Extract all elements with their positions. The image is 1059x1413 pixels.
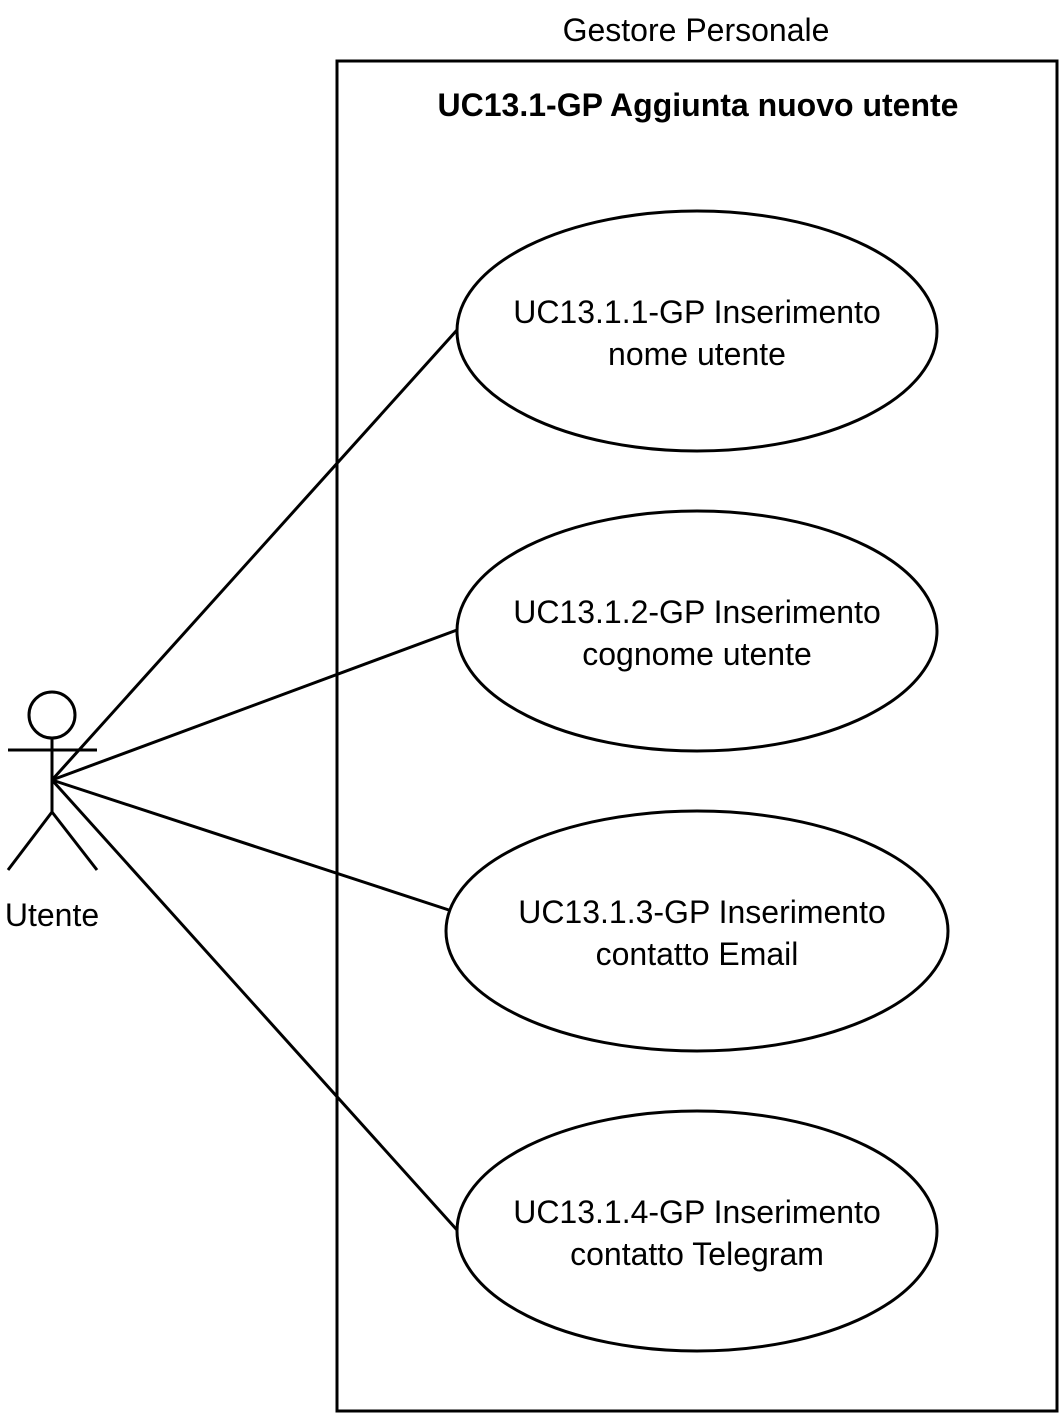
use-case-2-line1: UC13.1.2-GP Inserimento bbox=[513, 594, 881, 630]
use-case-2-line2: cognome utente bbox=[582, 636, 812, 672]
associations bbox=[50, 328, 459, 1232]
use-case-1-line1: UC13.1.1-GP Inserimento bbox=[513, 294, 881, 330]
system-boundary bbox=[335, 59, 1059, 1413]
use-case-3-line2: contatto Email bbox=[596, 936, 799, 972]
use-case-3[interactable]: UC13.1.3-GP Inserimento contatto Email bbox=[444, 809, 950, 1053]
association-line-2 bbox=[51, 628, 458, 782]
use-case-4[interactable]: UC13.1.4-GP Inserimento contatto Telegra… bbox=[455, 1109, 939, 1353]
use-case-4-ellipse[interactable] bbox=[455, 1109, 939, 1353]
use-case-4-line2: contatto Telegram bbox=[570, 1236, 824, 1272]
use-case-2-ellipse[interactable] bbox=[455, 509, 939, 753]
use-case-4-line1: UC13.1.4-GP Inserimento bbox=[513, 1194, 881, 1230]
system-label: Gestore Personale bbox=[563, 12, 830, 48]
association-line-4 bbox=[50, 778, 459, 1232]
actor[interactable]: Utente bbox=[5, 690, 99, 933]
association-line-1 bbox=[50, 328, 459, 782]
use-case-3-line1: UC13.1.3-GP Inserimento bbox=[518, 894, 886, 930]
use-case-1-ellipse[interactable] bbox=[455, 209, 939, 453]
use-case-1-line2: nome utente bbox=[608, 336, 786, 372]
use-case-1[interactable]: UC13.1.1-GP Inserimento nome utente bbox=[455, 209, 939, 453]
actor-stick-figure-icon[interactable] bbox=[6, 690, 99, 871]
actor-label: Utente bbox=[5, 897, 99, 933]
boundary-title: UC13.1-GP Aggiunta nuovo utente bbox=[438, 87, 959, 123]
use-case-3-ellipse[interactable] bbox=[444, 809, 950, 1053]
association-line-3 bbox=[51, 778, 456, 914]
use-case-2[interactable]: UC13.1.2-GP Inserimento cognome utente bbox=[455, 509, 939, 753]
